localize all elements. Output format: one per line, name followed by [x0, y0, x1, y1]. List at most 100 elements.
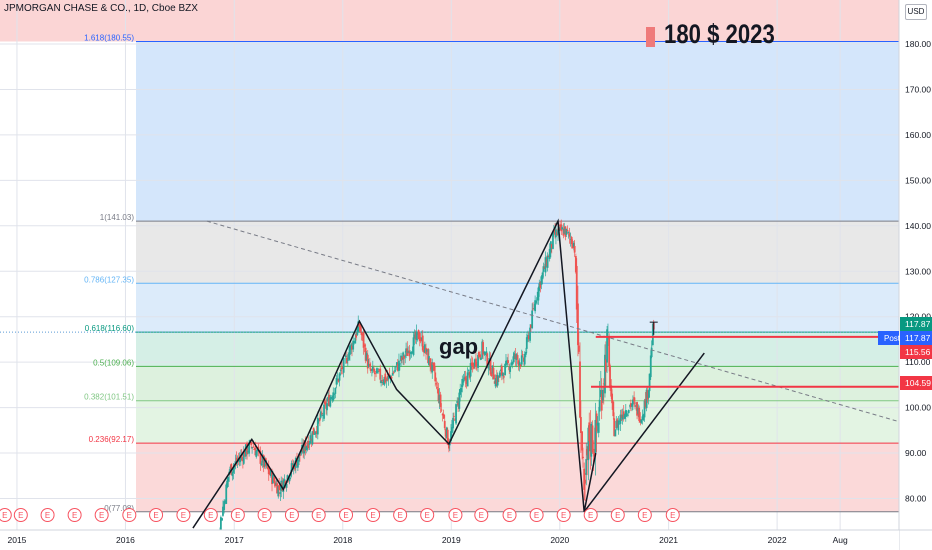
candle-body: [496, 374, 499, 386]
target-marker: [646, 27, 655, 47]
earnings-marker-label: E: [262, 511, 267, 520]
candle-body: [415, 331, 418, 341]
candle-body: [342, 358, 345, 373]
symbol-title[interactable]: JPMORGAN CHASE & CO., 1D, Cboe BZX: [4, 3, 198, 14]
candle-body: [517, 360, 520, 366]
candle-body: [579, 361, 581, 418]
fib-label: 1(141.03): [100, 213, 135, 222]
candle-body: [356, 328, 359, 335]
candle-body: [423, 344, 426, 353]
candle-body: [438, 394, 441, 404]
candle-body: [221, 518, 223, 521]
candle-body: [324, 401, 326, 405]
candle-body: [362, 332, 365, 348]
candle-body: [336, 378, 339, 381]
candle-body: [563, 228, 566, 234]
candle-body: [626, 414, 629, 416]
candle-body: [321, 415, 324, 416]
earnings-marker-label: E: [289, 511, 294, 520]
earnings-marker-label: E: [615, 511, 620, 520]
candle-body: [587, 427, 590, 461]
candle-body: [227, 476, 230, 482]
candle-body: [498, 372, 501, 378]
candle-body: [435, 383, 438, 385]
candle-body: [552, 233, 554, 249]
candle-body: [442, 413, 445, 419]
earnings-marker-label: E: [343, 511, 348, 520]
fib-label: 1.618(180.55): [84, 34, 134, 43]
candle-body: [409, 352, 412, 353]
candle-body: [265, 464, 268, 465]
candle-body: [532, 308, 534, 310]
price-tag-bg: [900, 376, 932, 390]
candle-body: [371, 366, 374, 371]
earnings-marker-label: E: [670, 511, 675, 520]
candle-body: [523, 354, 526, 365]
earnings-marker-label: E: [153, 511, 158, 520]
candle-body: [360, 332, 363, 336]
candle-body: [344, 355, 347, 358]
candle-body: [443, 420, 446, 429]
price-tick-label: 150.00: [905, 175, 931, 185]
candle-body: [452, 417, 454, 429]
candle-body: [349, 345, 351, 355]
fib-label: 0.382(101.51): [84, 393, 134, 402]
fib-zone-1: [136, 41, 899, 222]
earnings-marker-label: E: [181, 511, 186, 520]
candle-body: [504, 363, 506, 376]
candle-body: [644, 399, 647, 407]
fib-label: 0.5(109.06): [93, 358, 134, 367]
candle-body: [285, 483, 288, 488]
candle-body: [475, 358, 477, 367]
candle-body: [642, 414, 645, 420]
candle-body: [311, 431, 314, 445]
drawings-layer[interactable]: [192, 218, 899, 529]
candle-body: [473, 359, 476, 367]
candle-body: [550, 244, 553, 248]
time-axis[interactable]: 2015 2016 2017 2018 2019 2020 2021 2022 Aug: [0, 529, 932, 550]
candle-body: [367, 363, 370, 367]
candle-body: [537, 287, 540, 301]
price-tick-label: 130.00: [905, 266, 931, 276]
currency-button[interactable]: USD: [905, 4, 927, 20]
candle-body: [411, 351, 414, 354]
candle-body: [619, 414, 622, 424]
candle-body: [317, 419, 320, 422]
candle-body: [398, 363, 401, 365]
candle-body: [269, 470, 272, 476]
target-annotation[interactable]: 180 $ 2023: [664, 19, 775, 49]
earnings-marker-label: E: [45, 511, 50, 520]
gap-annotation[interactable]: gap: [439, 334, 479, 359]
candle-body: [225, 484, 228, 504]
time-tick-label: 2019: [442, 535, 461, 545]
candle-body: [303, 442, 306, 454]
price-axis[interactable]: 80.00 90.00 100.00 110.00 120.00 130.00 140.00…: [878, 0, 932, 550]
candle-body: [242, 451, 245, 464]
candle-body: [566, 229, 569, 232]
candle-body: [309, 435, 312, 444]
earnings-marker-label: E: [588, 511, 593, 520]
candle-body: [519, 364, 522, 367]
candle-body: [460, 387, 463, 392]
earnings-marker: [366, 508, 381, 522]
candle-body: [354, 337, 357, 344]
candle-body: [527, 335, 530, 340]
earnings-marker-label: E: [316, 511, 321, 520]
earnings-marker-label: E: [425, 511, 430, 520]
earnings-marker-label: E: [2, 511, 7, 520]
candle-body: [609, 365, 611, 388]
candle-body: [649, 355, 652, 378]
earnings-marker-label: E: [72, 511, 77, 520]
candle-body: [455, 404, 457, 424]
earnings-marker: [257, 508, 272, 522]
candle-body: [419, 338, 422, 342]
candle-body: [413, 334, 416, 339]
candle-body: [602, 383, 605, 385]
price-tick-label: 110.00: [905, 357, 931, 367]
candle-body: [577, 303, 579, 346]
candle-body: [357, 321, 360, 332]
time-tick-label: Aug: [833, 535, 848, 545]
candle-body: [467, 369, 470, 371]
fib-label: 0(77.08): [104, 504, 134, 513]
